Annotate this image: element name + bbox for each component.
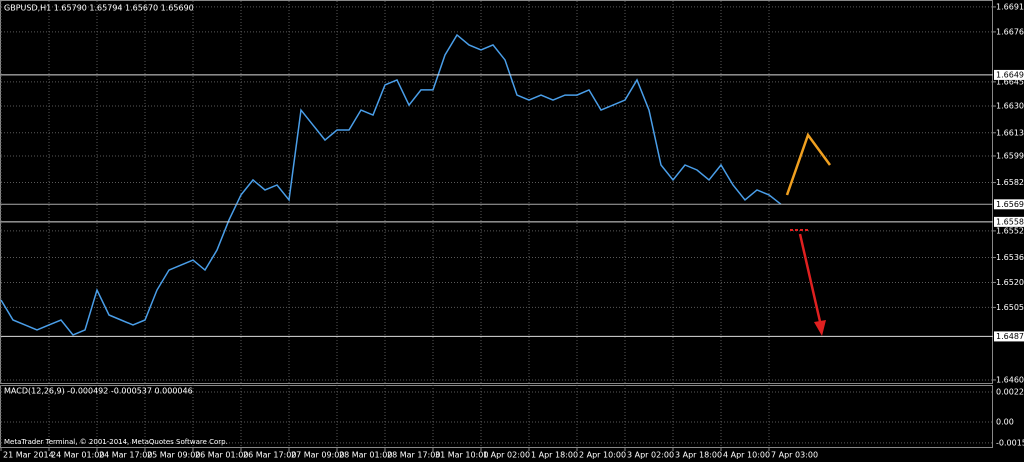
price-level-box bbox=[994, 216, 1024, 227]
x-tick-label: 3 Apr 18:00 bbox=[675, 451, 722, 460]
x-tick-label: 28 Mar 01:00 bbox=[339, 451, 392, 460]
x-tick-label: 24 Mar 01:00 bbox=[51, 451, 104, 460]
forecast-down-arrow bbox=[798, 233, 823, 327]
x-tick-label: 1 Apr 18:00 bbox=[531, 451, 578, 460]
macd-tick-label: -0.001556 bbox=[996, 438, 1024, 447]
x-tick-label: 28 Mar 17:00 bbox=[387, 451, 440, 460]
price-line bbox=[0, 33, 782, 336]
y-tick-label: 1.65825 bbox=[996, 178, 1024, 187]
x-tick-label: 4 Apr 10:00 bbox=[723, 451, 770, 460]
price-level-label: 1.66493 bbox=[996, 70, 1024, 79]
macd-tick-label: 0.002234 bbox=[996, 388, 1024, 397]
x-tick-label: 31 Mar 10:00 bbox=[435, 451, 488, 460]
price-level-box bbox=[994, 199, 1024, 210]
macd-tick-label: 0.00 bbox=[996, 417, 1014, 426]
macd-frame bbox=[0, 385, 993, 448]
y-tick-label: 1.66915 bbox=[996, 2, 1024, 11]
main-frame bbox=[0, 0, 993, 384]
price-level-label: 1.65690 bbox=[996, 200, 1024, 209]
x-tick-label: 2 Apr 10:00 bbox=[579, 451, 626, 460]
price-level-label: 1.64870 bbox=[996, 332, 1024, 341]
y-tick-label: 1.65525 bbox=[996, 226, 1024, 235]
x-tick-label: 26 Mar 17:00 bbox=[243, 451, 296, 460]
y-tick-label: 1.66450 bbox=[996, 77, 1024, 86]
y-tick-label: 1.65360 bbox=[996, 253, 1024, 262]
y-tick-label: 1.65990 bbox=[996, 151, 1024, 160]
price-level-box bbox=[994, 69, 1024, 80]
copyright: MetaTrader Terminal, © 2001-2014, MetaQu… bbox=[4, 438, 228, 446]
price-level-box bbox=[994, 331, 1024, 342]
x-tick-label: 7 Apr 03:00 bbox=[771, 451, 818, 460]
x-tick-label: 21 Mar 2014 bbox=[3, 451, 54, 460]
x-tick-label: 1 Apr 02:00 bbox=[483, 451, 530, 460]
symbol-header: GBPUSD,H1 1.65790 1.65794 1.65670 1.6569… bbox=[4, 4, 194, 13]
arrow-head bbox=[814, 320, 826, 336]
y-tick-label: 1.65205 bbox=[996, 278, 1024, 287]
y-tick-label: 1.66760 bbox=[996, 27, 1024, 36]
y-tick-label: 1.65050 bbox=[996, 303, 1024, 312]
x-tick-label: 24 Mar 17:00 bbox=[99, 451, 152, 460]
y-tick-label: 1.66134 bbox=[996, 128, 1024, 137]
x-tick-label: 27 Mar 09:00 bbox=[291, 451, 344, 460]
x-tick-label: 26 Mar 01:00 bbox=[195, 451, 248, 460]
x-tick-label: 3 Apr 02:00 bbox=[627, 451, 674, 460]
forecast-up-arrow bbox=[785, 132, 832, 196]
y-tick-label: 1.64600 bbox=[996, 375, 1024, 384]
macd-label: MACD(12,26,9) -0.000492 -0.000537 0.0000… bbox=[4, 387, 193, 396]
x-tick-label: 25 Mar 09:00 bbox=[147, 451, 200, 460]
y-tick-label: 1.66300 bbox=[996, 102, 1024, 111]
